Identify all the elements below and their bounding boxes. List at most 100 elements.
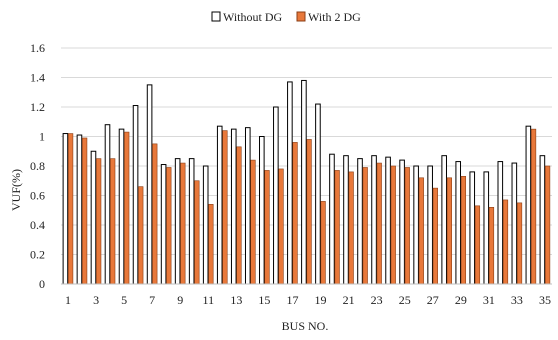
bar-without-dg-bus-18: [301, 79, 307, 285]
bar-without-dg-bus-11: [202, 165, 209, 285]
x-tick-label: 19: [315, 293, 327, 307]
x-tick-label: 23: [371, 293, 383, 307]
bar-with-2-dg-bus-13: [236, 146, 242, 285]
bar-with-2-dg-bus-35: [544, 165, 551, 285]
legend-swatch-with-2-dg: [296, 11, 306, 22]
bar-with-2-dg-bus-29: [460, 176, 467, 285]
bar-without-dg-bus-32: [497, 161, 504, 285]
legend: Without DG With 2 DG: [211, 10, 361, 24]
bar-with-2-dg-bus-21: [348, 171, 354, 285]
x-tick-label: 35: [539, 293, 551, 307]
bar-without-dg-bus-17: [287, 81, 293, 285]
bar-with-2-dg-bus-6: [138, 186, 144, 285]
bar-with-2-dg-bus-19: [320, 201, 326, 285]
x-tick-label: 15: [258, 293, 270, 307]
bar-with-2-dg-bus-33: [516, 202, 523, 285]
x-tick-label: 27: [427, 293, 439, 307]
bar-with-2-dg-bus-23: [376, 162, 382, 285]
bar-with-2-dg-bus-8: [166, 167, 172, 285]
bar-with-2-dg-bus-4: [110, 158, 116, 285]
x-tick-label: 3: [93, 293, 99, 307]
y-tick-label: 0.4: [30, 218, 45, 232]
x-axis-label: BUS NO.: [282, 319, 329, 333]
x-tick-label: 21: [343, 293, 355, 307]
bar-without-dg-bus-10: [188, 158, 195, 285]
bar-with-2-dg-bus-31: [488, 207, 495, 285]
bar-with-2-dg-bus-15: [264, 170, 270, 285]
bar-without-dg-bus-8: [160, 164, 167, 285]
bar-with-2-dg-bus-26: [418, 177, 424, 285]
bar-without-dg-bus-19: [315, 103, 321, 285]
y-tick-labels: 0 0.2 0.4 0.6 0.8 1 1.2 1.4 1.6: [30, 41, 45, 291]
bar-with-2-dg-bus-17: [292, 142, 298, 285]
x-tick-label: 29: [455, 293, 467, 307]
bar-with-2-dg-bus-32: [502, 199, 509, 285]
x-tick-label: 5: [121, 293, 127, 307]
x-tick-label: 25: [399, 293, 411, 307]
bar-with-2-dg-bus-7: [152, 143, 158, 285]
y-axis-label: VUF(%): [9, 169, 23, 211]
bar-without-dg-bus-3: [90, 150, 97, 285]
y-tick-label: 1.4: [30, 71, 45, 85]
legend-swatch-without-dg: [211, 11, 221, 22]
bar-without-dg-bus-31: [483, 171, 490, 285]
bar-with-2-dg-bus-28: [446, 177, 452, 285]
bar-without-dg-bus-26: [413, 165, 419, 285]
x-tick-label: 1: [65, 293, 71, 307]
bar-without-dg-bus-9: [174, 158, 181, 285]
bar-with-2-dg-bus-11: [208, 204, 214, 285]
bar-without-dg-bus-1: [62, 133, 69, 285]
bar-without-dg-bus-28: [441, 155, 447, 285]
y-tick-label: 1.6: [30, 41, 45, 55]
y-tick-label: 1: [39, 130, 45, 144]
bar-without-dg-bus-4: [104, 124, 111, 285]
bar-without-dg-bus-25: [399, 159, 405, 285]
bar-without-dg-bus-29: [455, 161, 462, 285]
x-tick-label: 13: [230, 293, 242, 307]
bar-without-dg-bus-21: [343, 155, 349, 285]
bar-with-2-dg-bus-27: [432, 187, 438, 285]
bar-without-dg-bus-7: [146, 84, 153, 285]
bar-with-2-dg-bus-16: [278, 168, 284, 285]
legend-label-without-dg: Without DG: [223, 10, 283, 24]
x-tick-label: 33: [511, 293, 523, 307]
bar-without-dg-bus-24: [385, 156, 391, 285]
bar-without-dg-bus-20: [329, 153, 335, 285]
bar-with-2-dg-bus-14: [250, 159, 256, 285]
bar-with-2-dg-bus-3: [96, 158, 102, 285]
bar-with-2-dg-bus-30: [474, 205, 481, 285]
bar-without-dg-bus-30: [469, 171, 476, 285]
bar-without-dg-bus-2: [76, 134, 83, 285]
y-tick-label: 0.6: [30, 189, 45, 203]
x-tick-label: 17: [286, 293, 298, 307]
x-tick-label: 7: [149, 293, 155, 307]
bar-with-2-dg-bus-10: [194, 180, 200, 285]
bar-with-2-dg-bus-18: [306, 139, 312, 285]
bar-with-2-dg-bus-25: [404, 167, 410, 285]
bar-without-dg-bus-16: [273, 106, 279, 285]
bar-without-dg-bus-15: [259, 136, 265, 285]
bar-without-dg-bus-6: [132, 105, 139, 285]
y-tick-label: 0: [39, 277, 45, 291]
x-tick-label: 11: [203, 293, 215, 307]
bar-without-dg-bus-35: [539, 155, 546, 285]
bar-with-2-dg-bus-20: [334, 170, 340, 285]
x-tick-labels: 1 3 5 7 9 11 13 15 17 19 21 23 25 27 29 31 33 35: [65, 293, 551, 307]
bar-with-2-dg-bus-1: [68, 133, 74, 285]
bar-with-2-dg-bus-34: [530, 128, 537, 285]
bar-without-dg-bus-12: [216, 125, 223, 285]
bar-with-2-dg-bus-9: [180, 162, 186, 285]
bar-without-dg-bus-22: [357, 158, 363, 285]
bar-without-dg-bus-34: [525, 125, 532, 285]
y-tick-label: 1.2: [30, 100, 45, 114]
bars-layer: [62, 79, 551, 285]
bar-without-dg-bus-33: [511, 162, 518, 285]
bar-without-dg-bus-5: [118, 128, 125, 285]
bar-with-2-dg-bus-2: [82, 137, 88, 285]
bar-with-2-dg-bus-24: [390, 165, 396, 285]
x-tick-label: 9: [177, 293, 183, 307]
bar-without-dg-bus-13: [230, 128, 237, 285]
y-tick-label: 0.2: [30, 248, 45, 262]
y-tick-label: 0.8: [30, 159, 45, 173]
